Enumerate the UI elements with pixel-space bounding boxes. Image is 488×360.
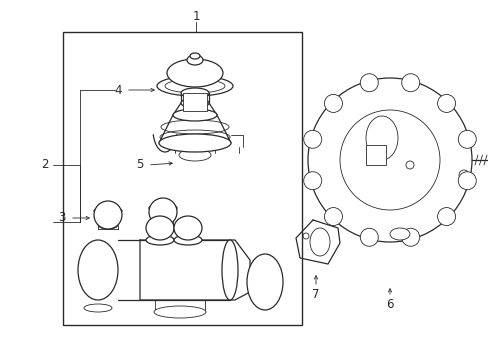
Ellipse shape xyxy=(246,254,283,310)
Text: 4: 4 xyxy=(114,84,122,96)
Text: 7: 7 xyxy=(312,288,319,301)
Circle shape xyxy=(324,208,342,226)
Ellipse shape xyxy=(149,204,177,212)
Ellipse shape xyxy=(94,201,122,229)
Circle shape xyxy=(307,78,471,242)
Ellipse shape xyxy=(154,306,205,318)
Ellipse shape xyxy=(94,207,122,215)
Text: 2: 2 xyxy=(41,158,49,171)
Ellipse shape xyxy=(173,109,217,121)
Circle shape xyxy=(401,74,419,92)
Ellipse shape xyxy=(365,116,397,160)
Circle shape xyxy=(437,208,455,226)
Ellipse shape xyxy=(146,216,174,240)
Circle shape xyxy=(303,130,321,148)
Ellipse shape xyxy=(78,240,118,300)
Ellipse shape xyxy=(146,235,174,245)
Bar xyxy=(365,145,385,165)
Ellipse shape xyxy=(167,59,223,87)
Circle shape xyxy=(457,130,475,148)
Circle shape xyxy=(324,94,342,112)
Ellipse shape xyxy=(84,304,112,312)
Circle shape xyxy=(303,172,321,190)
Ellipse shape xyxy=(181,88,208,98)
Ellipse shape xyxy=(174,235,202,245)
Ellipse shape xyxy=(222,240,238,300)
Circle shape xyxy=(360,228,378,246)
Ellipse shape xyxy=(153,218,173,226)
Text: 1: 1 xyxy=(192,9,199,22)
Ellipse shape xyxy=(149,198,177,226)
Text: 5: 5 xyxy=(136,158,143,171)
Bar xyxy=(63,32,302,325)
Ellipse shape xyxy=(98,221,118,229)
Circle shape xyxy=(401,228,419,246)
Bar xyxy=(183,93,206,111)
Ellipse shape xyxy=(389,228,409,240)
Circle shape xyxy=(457,172,475,190)
Text: 3: 3 xyxy=(58,211,65,225)
Text: 6: 6 xyxy=(386,298,393,311)
Ellipse shape xyxy=(186,55,203,65)
Ellipse shape xyxy=(174,216,202,240)
Circle shape xyxy=(360,74,378,92)
Ellipse shape xyxy=(190,53,200,59)
Circle shape xyxy=(437,94,455,112)
Ellipse shape xyxy=(181,98,208,108)
Ellipse shape xyxy=(159,134,230,152)
